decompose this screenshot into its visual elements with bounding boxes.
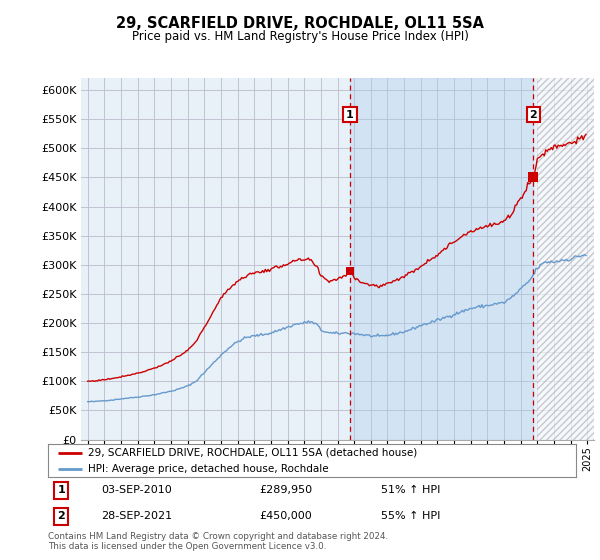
Text: 29, SCARFIELD DRIVE, ROCHDALE, OL11 5SA: 29, SCARFIELD DRIVE, ROCHDALE, OL11 5SA (116, 16, 484, 31)
Text: 2: 2 (529, 110, 537, 119)
Bar (350, 78, 533, 440)
Bar (538, 78, 594, 440)
Text: 03-SEP-2010: 03-SEP-2010 (101, 486, 172, 496)
Text: 1: 1 (58, 486, 65, 496)
Bar (538, 78, 594, 440)
Text: This data is licensed under the Open Government Licence v3.0.: This data is licensed under the Open Gov… (48, 542, 326, 551)
Text: 55% ↑ HPI: 55% ↑ HPI (380, 511, 440, 521)
Text: 29, SCARFIELD DRIVE, ROCHDALE, OL11 5SA (detached house): 29, SCARFIELD DRIVE, ROCHDALE, OL11 5SA … (88, 448, 417, 458)
Text: Contains HM Land Registry data © Crown copyright and database right 2024.: Contains HM Land Registry data © Crown c… (48, 532, 388, 541)
Text: 2: 2 (58, 511, 65, 521)
Text: Price paid vs. HM Land Registry's House Price Index (HPI): Price paid vs. HM Land Registry's House … (131, 30, 469, 43)
Text: HPI: Average price, detached house, Rochdale: HPI: Average price, detached house, Roch… (88, 464, 328, 474)
Text: £289,950: £289,950 (259, 486, 313, 496)
Text: 28-SEP-2021: 28-SEP-2021 (101, 511, 172, 521)
Text: £450,000: £450,000 (259, 511, 312, 521)
Text: 1: 1 (346, 110, 354, 119)
Text: 51% ↑ HPI: 51% ↑ HPI (380, 486, 440, 496)
